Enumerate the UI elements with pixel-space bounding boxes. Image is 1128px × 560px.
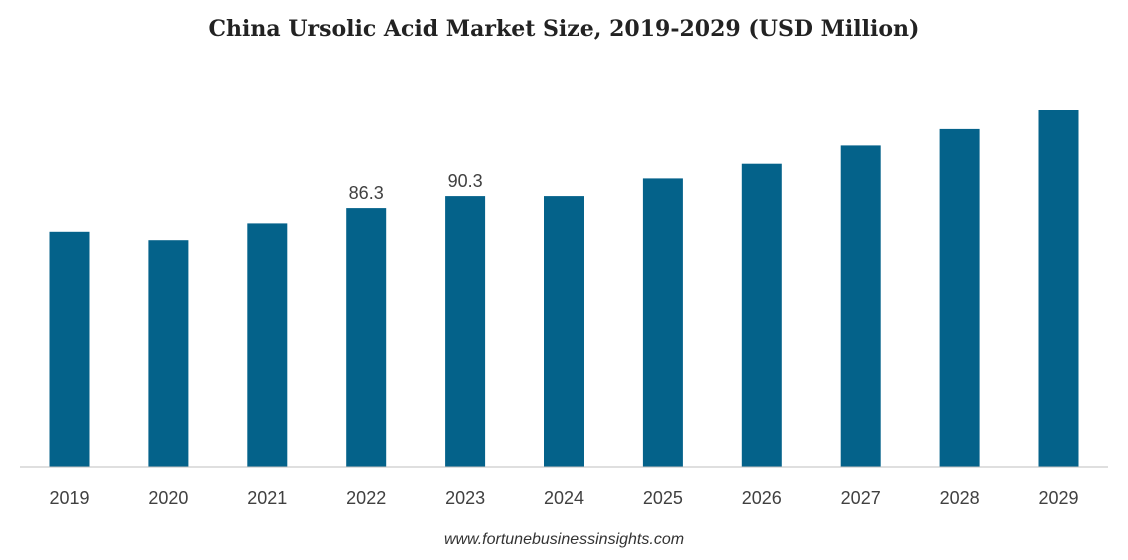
- source-url: www.fortunebusinessinsights.com: [443, 531, 685, 548]
- x-tick-label-2020: 2020: [148, 488, 188, 508]
- bar-2019: [49, 231, 90, 467]
- bar-2028: [939, 128, 980, 467]
- x-tick-label-2025: 2025: [643, 488, 683, 508]
- x-tick-label-2021: 2021: [247, 488, 287, 508]
- bars-group: [49, 110, 1079, 467]
- x-tick-label-2019: 2019: [49, 488, 89, 508]
- bar-2021: [247, 223, 288, 467]
- bar-2025: [642, 178, 683, 467]
- x-tick-label-2022: 2022: [346, 488, 386, 508]
- data-label-2022: 86.3: [349, 183, 384, 203]
- bar-2024: [544, 196, 584, 467]
- x-tick-labels: 2019 2020 2021 2022 2023 2024 2025 2026 2027 2028…: [49, 488, 1078, 508]
- data-labels: 86.3 90.3: [349, 171, 483, 203]
- bar-2027: [840, 145, 881, 467]
- x-tick-label-2027: 2027: [841, 488, 881, 508]
- x-tick-label-2023: 2023: [445, 488, 485, 508]
- bar-2023: [445, 196, 486, 467]
- bar-2020: [148, 240, 189, 467]
- x-tick-label-2028: 2028: [940, 488, 980, 508]
- bar-2026: [741, 163, 782, 467]
- x-tick-label-2024: 2024: [544, 488, 584, 508]
- bar-2022: [346, 208, 387, 467]
- bar-2029: [1038, 110, 1079, 467]
- chart-title: China Ursolic Acid Market Size, 2019-202…: [208, 16, 920, 42]
- x-tick-label-2026: 2026: [742, 488, 782, 508]
- data-label-2023: 90.3: [448, 171, 483, 191]
- x-tick-label-2029: 2029: [1038, 488, 1078, 508]
